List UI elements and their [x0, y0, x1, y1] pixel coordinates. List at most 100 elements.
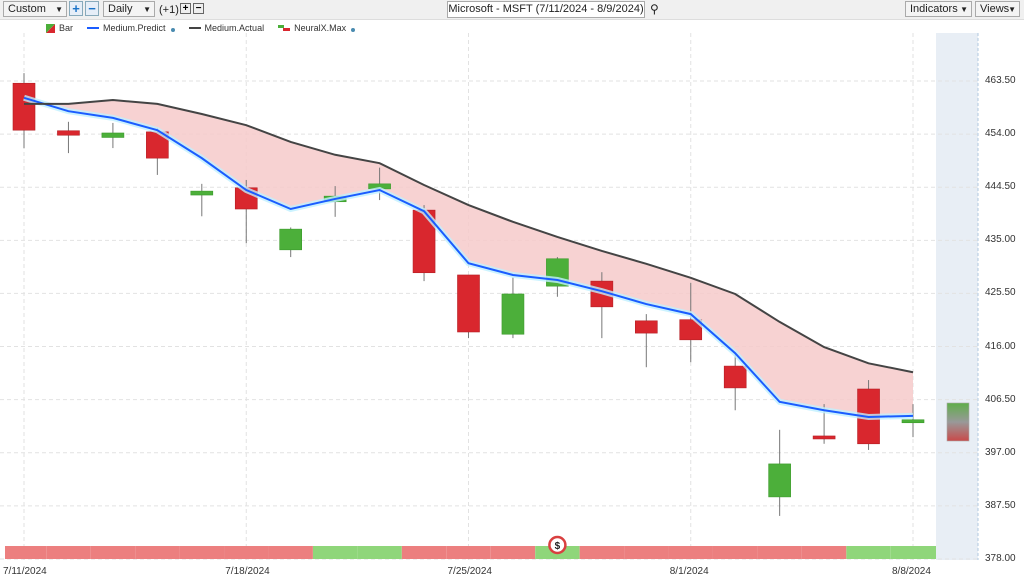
medium-actual-line: [24, 99, 914, 374]
symbol-title[interactable]: Microsoft - MSFT (7/11/2024 - 8/9/2024): [447, 1, 645, 18]
legend-label: Medium.Actual: [204, 23, 265, 33]
legend-bar[interactable]: Bar: [46, 23, 73, 33]
x-tick-label: 7/25/2024: [447, 566, 493, 577]
candle-body: [12, 82, 36, 131]
line-icon: [87, 27, 100, 29]
chevron-down-icon: ▼: [143, 5, 151, 14]
signal-segment: [579, 546, 625, 559]
line-icon: [188, 27, 201, 29]
candle-body: [457, 274, 480, 333]
legend-medium-predict[interactable]: Medium.Predict: [87, 23, 175, 33]
candle-7/17/2024: [190, 183, 214, 217]
x-tick-label: 8/8/2024: [892, 566, 931, 577]
candle-7/26/2024: [501, 277, 525, 339]
candle-body: [812, 435, 836, 440]
neuralx-icon: [278, 24, 291, 31]
candle-8/5/2024: [768, 429, 791, 516]
candle-body: [768, 463, 791, 498]
y-tick-label: 435.00: [985, 234, 1016, 246]
y-tick-label: 397.00: [985, 446, 1016, 458]
chevron-down-icon: ▼: [960, 5, 968, 14]
signal-segment: [890, 546, 936, 559]
zoom-out-button[interactable]: −: [85, 1, 99, 16]
candle-8/8/2024: [901, 404, 925, 438]
trade-marker-ring: [548, 535, 567, 555]
candle-8/1/2024: [679, 282, 703, 363]
signal-segment: [46, 546, 91, 559]
legend: Bar Medium.Predict Medium.Actual NeuralX…: [46, 23, 356, 33]
candle-7/11/2024: [12, 73, 36, 149]
forecast-zone: [936, 33, 978, 560]
legend-label: NeuralX.Max: [294, 23, 347, 33]
legend-neuralx-max[interactable]: NeuralX.Max: [278, 23, 356, 33]
range-dropdown[interactable]: Custom ▼: [3, 1, 67, 17]
signal-segment: [446, 546, 491, 559]
signal-segment: [668, 546, 713, 559]
candle-body: [101, 132, 125, 138]
candle-body: [279, 228, 303, 251]
signal-segment: [268, 546, 313, 559]
candle-7/23/2024: [368, 167, 391, 201]
candle-7/19/2024: [279, 227, 303, 258]
y-tick-label: 416.00: [985, 340, 1016, 352]
zoom-in-button[interactable]: +: [69, 1, 83, 16]
candle-body: [412, 209, 436, 274]
signal-segment: [757, 546, 802, 559]
y-tick-label: 406.50: [985, 393, 1016, 405]
signal-segment: [135, 546, 180, 559]
signal-segment: [801, 546, 847, 559]
medium-predict-glow: [23, 94, 914, 420]
y-tick-label: 454.00: [985, 128, 1016, 140]
candle-body: [190, 190, 214, 196]
candle-body: [634, 320, 658, 334]
candle-body: [723, 365, 747, 389]
y-tick-label: 425.50: [985, 287, 1016, 299]
signal-segment: [490, 546, 536, 559]
interval-value: Daily: [108, 3, 133, 15]
y-tick-label: 444.50: [985, 181, 1016, 193]
legend-label: Bar: [59, 23, 74, 33]
candle-7/18/2024: [234, 179, 258, 244]
candle-7/30/2024: [590, 272, 614, 339]
toolbar: Custom ▼ + − Daily ▼ (+1) + − Microsoft - …: [0, 0, 1024, 20]
legend-medium-actual[interactable]: Medium.Actual: [188, 23, 265, 33]
range-value: Custom: [8, 3, 46, 15]
y-tick-label: 387.50: [985, 499, 1016, 511]
x-tick-label: 7/18/2024: [225, 566, 270, 577]
candle-body: [146, 131, 169, 159]
candle-body: [546, 258, 569, 287]
views-dropdown[interactable]: Views ▼: [975, 1, 1020, 17]
search-icon[interactable]: ⚲: [650, 2, 659, 16]
indicators-label: Indicators: [910, 3, 958, 15]
trade-marker-label: $: [555, 541, 561, 552]
offset-label: (+1): [159, 4, 179, 16]
candle-7/22/2024: [323, 186, 347, 217]
settings-dot-icon[interactable]: [351, 28, 356, 32]
candle-body: [857, 388, 880, 445]
signal-segment: [5, 546, 47, 559]
signal-segment: [357, 546, 402, 559]
offset-plus-button[interactable]: +: [180, 3, 191, 14]
candle-7/29/2024: [546, 257, 569, 297]
candle-body: [679, 319, 703, 341]
candle-7/31/2024: [634, 314, 658, 368]
signal-segment: [624, 546, 669, 559]
interval-dropdown[interactable]: Daily ▼: [103, 1, 155, 17]
settings-dot-icon[interactable]: [170, 28, 175, 32]
y-tick-label: 378.00: [985, 552, 1016, 564]
medium-predict-line: [23, 96, 914, 418]
prediction-band: [24, 97, 913, 417]
signal-segment: [179, 546, 224, 559]
candle-7/15/2024: [101, 122, 125, 149]
indicators-dropdown[interactable]: Indicators ▼: [905, 1, 972, 17]
signal-segment: [224, 546, 269, 559]
signal-segment: [846, 546, 891, 559]
signal-segment: [401, 546, 447, 559]
signal-segment: [312, 546, 358, 559]
candle-body: [901, 419, 925, 424]
offset-minus-button[interactable]: −: [193, 3, 204, 14]
x-tick-label: 7/11/2024: [3, 566, 47, 577]
candle-7/25/2024: [457, 274, 480, 339]
candle-body: [368, 183, 391, 190]
